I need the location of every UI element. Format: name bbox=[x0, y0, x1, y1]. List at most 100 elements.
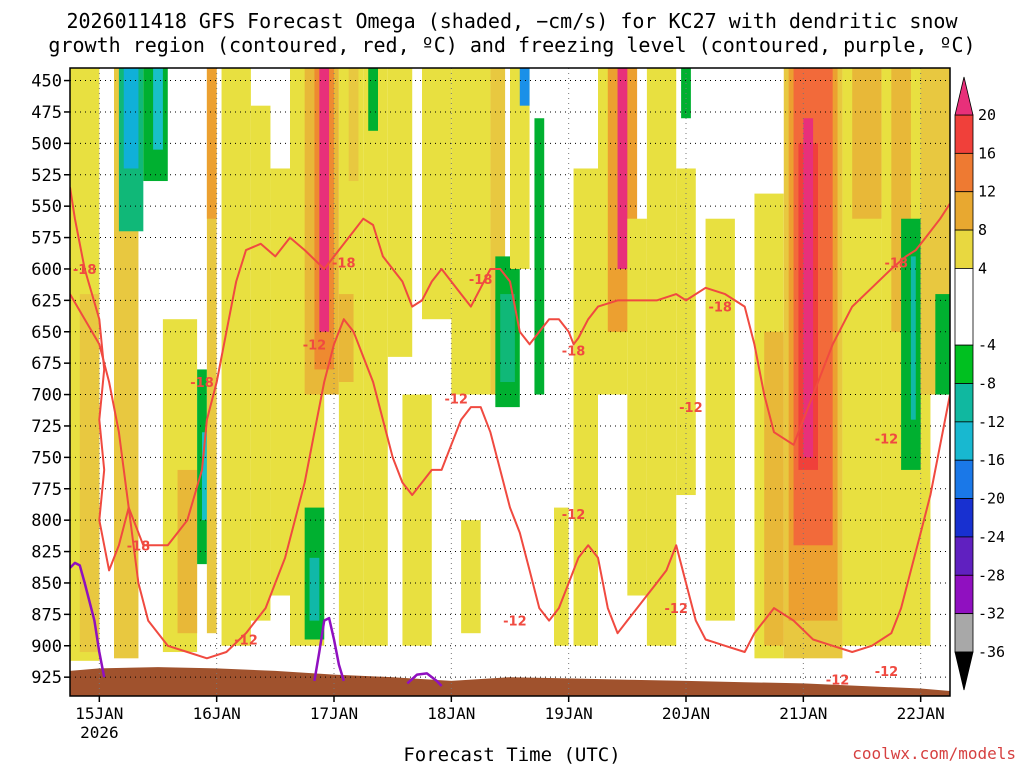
terrain-layer bbox=[70, 667, 950, 696]
contour-label-layer: -18 -18 -18 -18 -18 -18 -18 -18 -12 -12 -12 -12 -12 -… bbox=[73, 257, 908, 689]
y-tick-label-14: 800 bbox=[31, 511, 62, 531]
colorbar-segment-8 bbox=[954, 459, 974, 499]
terrain-ground bbox=[70, 667, 950, 696]
omega-cell-10 bbox=[202, 432, 207, 521]
omega-cell-35 bbox=[510, 68, 530, 269]
omega-cell-25 bbox=[363, 68, 388, 646]
y-tick-label-0: 450 bbox=[31, 72, 62, 92]
chart-title-line-2: growth region (contoured, red, ºC) and f… bbox=[48, 33, 976, 57]
omega-cell-43 bbox=[627, 218, 647, 596]
colorbar-segment-7 bbox=[954, 421, 974, 461]
omega-cell-36 bbox=[519, 68, 530, 106]
y-axis: 450 475 500 525 550 575 600 625 650 675 700 725 750 7… bbox=[31, 72, 70, 688]
colorbar-segment-0 bbox=[954, 114, 974, 154]
contour-layer bbox=[70, 187, 950, 687]
freezing-contour-2 bbox=[406, 672, 443, 687]
x-tick-label-3: 18JAN bbox=[427, 704, 475, 723]
x-tick-label-7: 22JAN bbox=[897, 704, 945, 723]
dgz-contour-label-5: -18 bbox=[562, 345, 586, 360]
omega-cell-38 bbox=[554, 507, 569, 646]
omega-cell-8 bbox=[177, 469, 198, 634]
colorbar-segment-11 bbox=[954, 574, 974, 615]
dgz-contour-label-15: -12 bbox=[875, 433, 899, 448]
y-tick-label-12: 750 bbox=[31, 448, 62, 468]
dgz-contour-label-17: -12 bbox=[875, 665, 899, 680]
omega-cell-39 bbox=[573, 168, 598, 646]
x-tick-label-4: 19JAN bbox=[545, 704, 593, 723]
colorbar-label-12: -32 bbox=[978, 605, 1005, 623]
dgz-contour-label-3: -18 bbox=[332, 257, 356, 272]
omega-cell-28 bbox=[402, 394, 432, 646]
plot-frame bbox=[69, 67, 951, 697]
y-tick-label-17: 875 bbox=[31, 605, 62, 625]
omega-cell-23 bbox=[338, 294, 354, 382]
dgz-contour-label-7: -18 bbox=[884, 257, 908, 272]
omega-cell-42 bbox=[617, 68, 628, 269]
site-credit: coolwx.com/models bbox=[852, 744, 1016, 763]
omega-cell-27 bbox=[387, 68, 413, 357]
x-tick-label-2: 17JAN bbox=[310, 704, 358, 723]
colorbar-label-6: -8 bbox=[978, 375, 996, 393]
omega-cell-54 bbox=[803, 118, 814, 458]
omega-cell-56 bbox=[852, 68, 882, 219]
x-tick-label-1: 16JAN bbox=[193, 704, 241, 723]
dgz-contour-label-16: -12 bbox=[826, 674, 850, 689]
omega-cell-34 bbox=[500, 294, 515, 382]
colorbar-label-0: 20 bbox=[978, 106, 996, 124]
y-tick-label-15: 825 bbox=[31, 543, 62, 563]
colorbar-segment-4 bbox=[954, 268, 974, 346]
y-tick-label-18: 900 bbox=[31, 637, 62, 657]
y-tick-label-13: 775 bbox=[31, 480, 62, 500]
omega-cell-62 bbox=[935, 294, 950, 395]
x-axis-label: Forecast Time (UTC) bbox=[403, 744, 621, 766]
dgz-contour-1 bbox=[70, 293, 950, 660]
dgz-contour-label-1: -18 bbox=[190, 376, 214, 391]
omega-cell-60 bbox=[910, 256, 916, 420]
omega-cell-21 bbox=[309, 557, 320, 621]
y-tick-label-11: 725 bbox=[31, 417, 62, 437]
omega-cell-11 bbox=[206, 68, 217, 634]
y-tick-label-2: 500 bbox=[31, 134, 62, 154]
colorbar-bottom-arrow bbox=[954, 651, 974, 691]
y-tick-label-10: 700 bbox=[31, 386, 62, 406]
omega-cell-26 bbox=[368, 68, 378, 131]
omega-cell-30 bbox=[451, 68, 491, 395]
y-tick-label-3: 525 bbox=[31, 166, 62, 186]
omega-cell-15 bbox=[270, 168, 290, 596]
freezing-contour-0 bbox=[70, 561, 106, 678]
dgz-contour-label-13: -12 bbox=[664, 602, 688, 617]
dgz-contour-0 bbox=[70, 187, 950, 572]
dgz-contour-label-6: -18 bbox=[708, 301, 732, 316]
colorbar-label-7: -12 bbox=[978, 413, 1005, 431]
dgz-contour-label-14: -12 bbox=[234, 633, 258, 648]
colorbar-segment-5 bbox=[954, 344, 974, 384]
y-tick-label-8: 650 bbox=[31, 323, 62, 343]
dgz-contour-label-12: -12 bbox=[503, 615, 527, 630]
y-tick-label-9: 675 bbox=[31, 354, 62, 374]
dgz-contour-label-8: -12 bbox=[303, 338, 327, 353]
dgz-contour-label-10: -12 bbox=[679, 401, 703, 416]
dgz-contour-label-0: -18 bbox=[73, 263, 97, 278]
y-tick-label-5: 575 bbox=[31, 229, 62, 249]
colorbar-label-1: 16 bbox=[978, 144, 996, 162]
chart-title-line-1: 2026011418 GFS Forecast Omega (shaded, −… bbox=[66, 9, 958, 33]
colorbar-label-5: -4 bbox=[978, 336, 996, 354]
x-tick-label-6: 21JAN bbox=[779, 704, 827, 723]
colorbar-label-8: -16 bbox=[978, 451, 1005, 469]
omega-shading-layer bbox=[70, 68, 950, 661]
y-tick-label-6: 600 bbox=[31, 260, 62, 280]
colorbar-label-3: 8 bbox=[978, 221, 987, 239]
x-tick-sublabel-0: 2026 bbox=[80, 723, 119, 742]
dgz-contour-label-2: -18 bbox=[127, 539, 151, 554]
colorbar-segment-1 bbox=[954, 152, 974, 193]
x-tick-label-0: 15JAN bbox=[75, 704, 123, 723]
x-tick-label-5: 20JAN bbox=[662, 704, 710, 723]
omega-cell-1 bbox=[79, 294, 100, 653]
colorbar-label-11: -28 bbox=[978, 566, 1005, 584]
colorbar-label-9: -20 bbox=[978, 490, 1005, 508]
colorbar-segment-12 bbox=[954, 613, 974, 653]
omega-cell-19 bbox=[319, 68, 330, 332]
dgz-contour-label-4: -18 bbox=[469, 273, 493, 288]
